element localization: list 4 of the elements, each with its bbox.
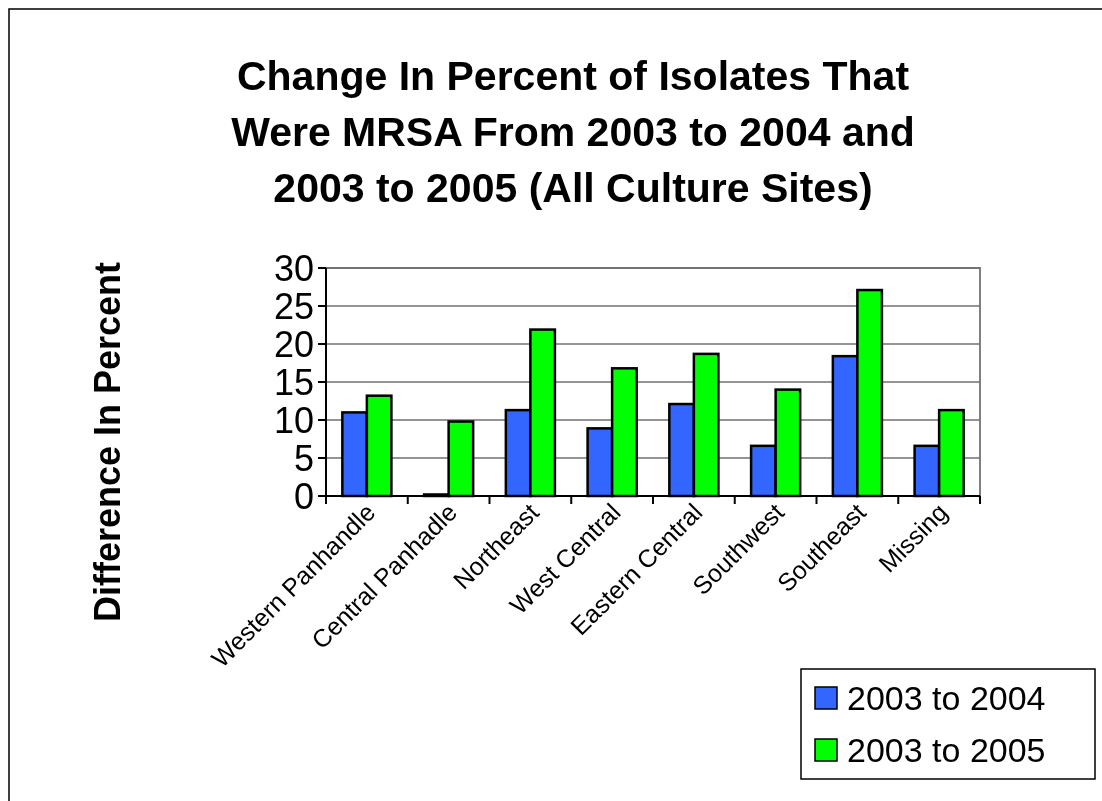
y-axis-title: Difference In Percent [87, 261, 128, 623]
legend-label: 2003 to 2005 [847, 730, 1046, 769]
chart-title: Change In Percent of Isolates That Were MRSA From 2003 to 2004 and 2003 to 2005 (All Culture Sites) [231, 53, 915, 211]
legend-label: 2003 to 2004 [847, 678, 1046, 717]
